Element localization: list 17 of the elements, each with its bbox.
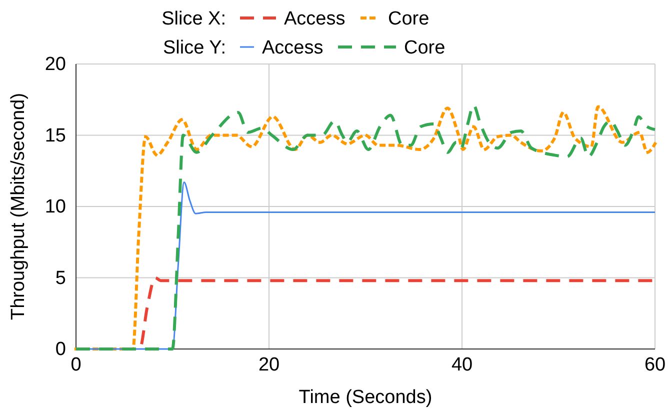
y-tick-label: 20 xyxy=(44,54,66,76)
legend-label: Core xyxy=(404,38,446,59)
text: Slice Y: xyxy=(162,38,226,59)
y-tick-label: 0 xyxy=(55,339,66,360)
x-tick-label: 60 xyxy=(644,354,666,376)
y-axis-title: Throughput (Mbits/second) xyxy=(8,92,29,320)
y-tick-label: 10 xyxy=(44,196,66,218)
x-tick-label: 20 xyxy=(258,354,280,376)
y-tick-label: 5 xyxy=(55,268,66,289)
y-tick-label: 15 xyxy=(44,125,66,146)
legend-label: Access xyxy=(262,38,324,59)
x-tick-label: 0 xyxy=(70,354,82,376)
x-tick-label: 40 xyxy=(451,354,473,376)
legend-label: Core xyxy=(388,8,430,30)
text: Slice X: xyxy=(162,8,226,30)
legend-label: Access xyxy=(284,8,346,30)
x-axis-title: Time (Seconds) xyxy=(298,387,432,408)
